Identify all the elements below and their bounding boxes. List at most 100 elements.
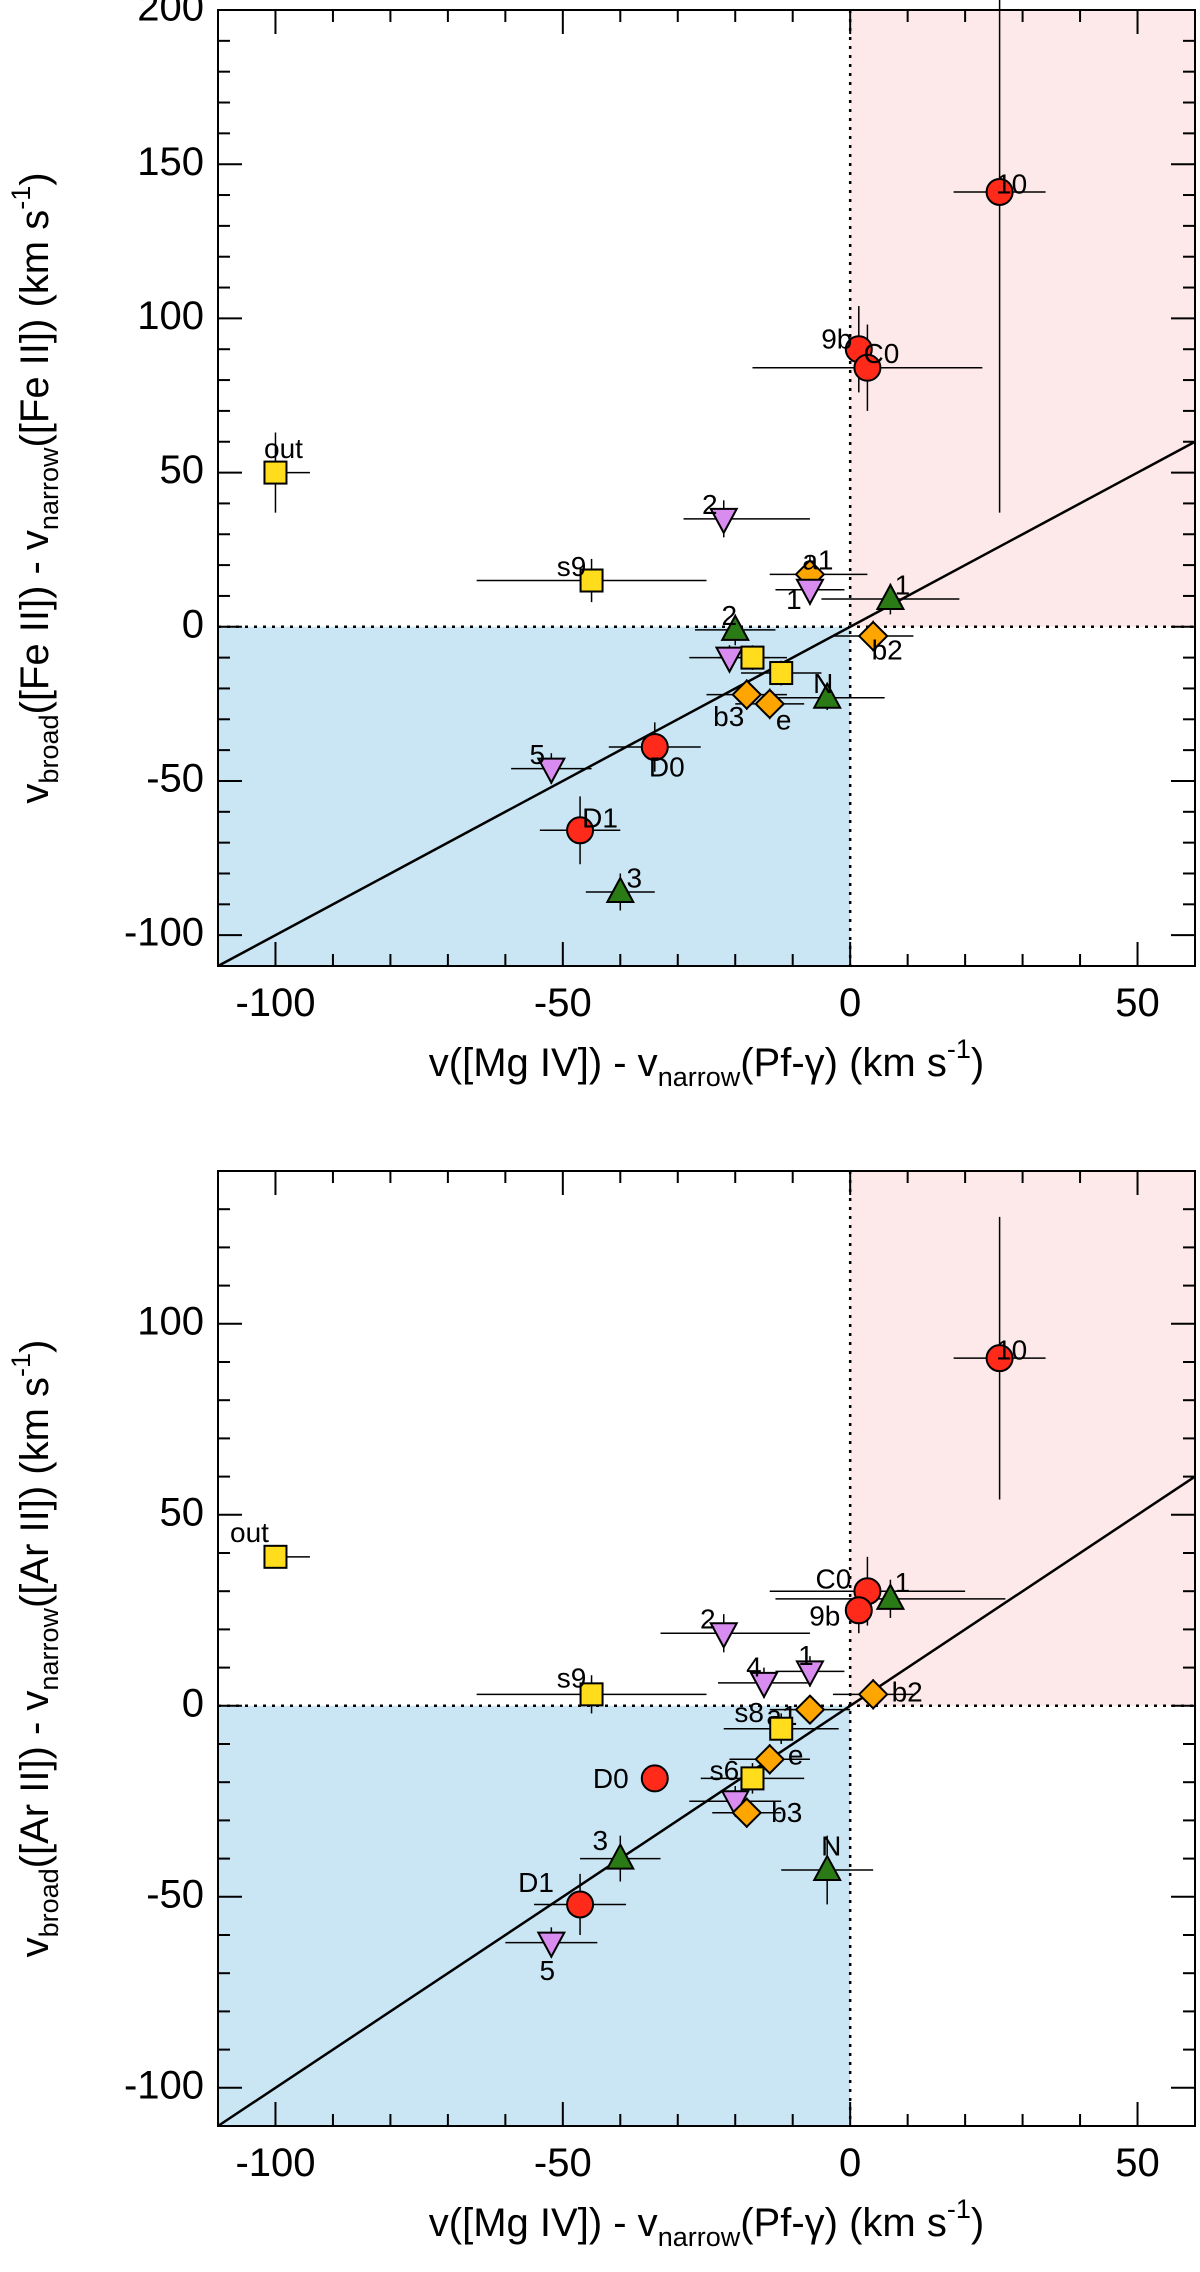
data-point-square bbox=[769, 661, 794, 686]
data-point-tri_down bbox=[709, 1622, 739, 1650]
point-label: 1 bbox=[798, 1640, 814, 1671]
data-point-circle bbox=[640, 1764, 669, 1793]
point-label: 10 bbox=[996, 168, 1027, 199]
point-label: b3 bbox=[771, 1797, 802, 1828]
y-tick-label: 0 bbox=[182, 1681, 204, 1725]
point-label: 3 bbox=[593, 1825, 609, 1856]
data-point-diamond bbox=[731, 1797, 763, 1829]
point-label: s9 bbox=[557, 1663, 587, 1694]
point-label: 2 bbox=[702, 489, 718, 520]
data-point-circle bbox=[985, 177, 1014, 206]
region-positive bbox=[850, 1171, 1195, 1706]
data-point-tri_up bbox=[605, 875, 635, 903]
point-label: D0 bbox=[593, 1763, 629, 1794]
y-tick-label: -50 bbox=[146, 757, 204, 801]
point-label: e bbox=[776, 704, 792, 735]
x-tick-label: -100 bbox=[235, 981, 315, 1025]
point-label: N bbox=[813, 668, 833, 699]
plot-frame bbox=[217, 1170, 1196, 2127]
data-point-tri_up bbox=[875, 582, 906, 611]
y-tick-label: 50 bbox=[160, 448, 205, 492]
point-label: 1 bbox=[895, 1567, 911, 1598]
x-tick-label: -100 bbox=[235, 2141, 315, 2185]
y-tick-label: -100 bbox=[124, 2063, 204, 2107]
point-label: D1 bbox=[518, 1867, 554, 1898]
data-point-square bbox=[579, 568, 604, 593]
region-positive bbox=[850, 10, 1195, 627]
point-label: 2 bbox=[721, 600, 737, 631]
point-label: out bbox=[230, 1517, 269, 1548]
data-point-circle bbox=[640, 733, 669, 762]
data-point-tri_down bbox=[749, 1671, 779, 1699]
point-label: 5 bbox=[530, 739, 546, 770]
point-label: 1 bbox=[895, 569, 911, 600]
data-point-tri_down bbox=[709, 507, 739, 535]
data-point-tri_down bbox=[536, 1931, 567, 1959]
data-point-circle bbox=[844, 1596, 873, 1625]
data-point-tri_down bbox=[714, 646, 745, 674]
x-axis-label: v([Mg IV]) - vnarrow(Pf-γ) (km s-1) bbox=[429, 2194, 984, 2252]
point-label: b3 bbox=[713, 701, 744, 732]
x-axis-label: v([Mg IV]) - vnarrow(Pf-γ) (km s-1) bbox=[429, 1034, 984, 1092]
point-label: out bbox=[264, 433, 303, 464]
x-tick-label: -50 bbox=[534, 981, 592, 1025]
y-axis-label: vbroad([Ar II]) - vnarrow([Ar II]) (km s… bbox=[6, 1340, 64, 1958]
one-to-one-line bbox=[217, 440, 1196, 968]
data-point-diamond bbox=[857, 1678, 889, 1710]
x-tick-label: -50 bbox=[534, 2141, 592, 2185]
y-tick-label: 200 bbox=[137, 0, 204, 30]
point-label: N bbox=[821, 1830, 841, 1861]
data-point-square bbox=[263, 460, 288, 485]
y-tick-label: 150 bbox=[137, 140, 204, 184]
point-label: C0 bbox=[864, 338, 900, 369]
point-label: 4 bbox=[746, 1651, 762, 1682]
point-label: 10 bbox=[996, 1335, 1027, 1366]
data-point-square bbox=[579, 1682, 604, 1707]
data-point-diamond bbox=[857, 620, 889, 652]
y-tick-label: 100 bbox=[137, 294, 204, 338]
data-point-diamond bbox=[754, 688, 786, 720]
data-point-tri_down bbox=[536, 757, 567, 785]
data-point-circle bbox=[566, 1890, 595, 1919]
y-tick-label: 0 bbox=[182, 602, 204, 646]
point-label: D1 bbox=[582, 803, 618, 834]
point-label: D0 bbox=[649, 751, 685, 782]
y-axis-label: vbroad([Fe II]) - vnarrow([Fe II]) (km s… bbox=[6, 172, 64, 803]
data-point-square bbox=[740, 1766, 765, 1791]
point-label: 9b bbox=[809, 1601, 840, 1632]
x-tick-label: 50 bbox=[1115, 981, 1160, 1025]
point-label: C0 bbox=[816, 1564, 852, 1595]
data-point-square bbox=[263, 1544, 288, 1569]
data-point-tri_up bbox=[812, 1853, 842, 1882]
data-point-diamond bbox=[794, 1694, 826, 1726]
y-tick-label: 100 bbox=[137, 1299, 204, 1343]
data-point-tri_up bbox=[875, 1582, 906, 1610]
data-point-square bbox=[769, 1716, 794, 1741]
point-label: a1 bbox=[802, 545, 833, 576]
point-label: b2 bbox=[872, 634, 903, 665]
data-point-diamond bbox=[731, 679, 763, 711]
data-point-tri_up bbox=[812, 681, 842, 709]
point-label: s6 bbox=[710, 1755, 740, 1786]
point-label: e bbox=[788, 1740, 804, 1771]
data-point-tri_down bbox=[795, 1660, 825, 1688]
point-label: s8 bbox=[734, 1697, 764, 1728]
y-tick-label: -50 bbox=[146, 1872, 204, 1916]
plot-frame bbox=[217, 9, 1196, 967]
data-point-tri_down bbox=[795, 578, 825, 606]
point-label: b2 bbox=[892, 1677, 923, 1708]
y-tick-label: -100 bbox=[124, 911, 204, 955]
data-point-diamond bbox=[754, 1743, 786, 1775]
x-tick-label: 0 bbox=[839, 981, 861, 1025]
x-tick-label: 50 bbox=[1115, 2141, 1160, 2185]
point-label: 2 bbox=[700, 1604, 716, 1635]
point-label: 3 bbox=[627, 862, 643, 893]
x-tick-label: 0 bbox=[839, 2141, 861, 2185]
point-label: 5 bbox=[540, 1955, 556, 1986]
point-label: 1 bbox=[786, 584, 802, 615]
data-point-circle bbox=[566, 816, 595, 845]
y-tick-label: 50 bbox=[160, 1490, 205, 1534]
